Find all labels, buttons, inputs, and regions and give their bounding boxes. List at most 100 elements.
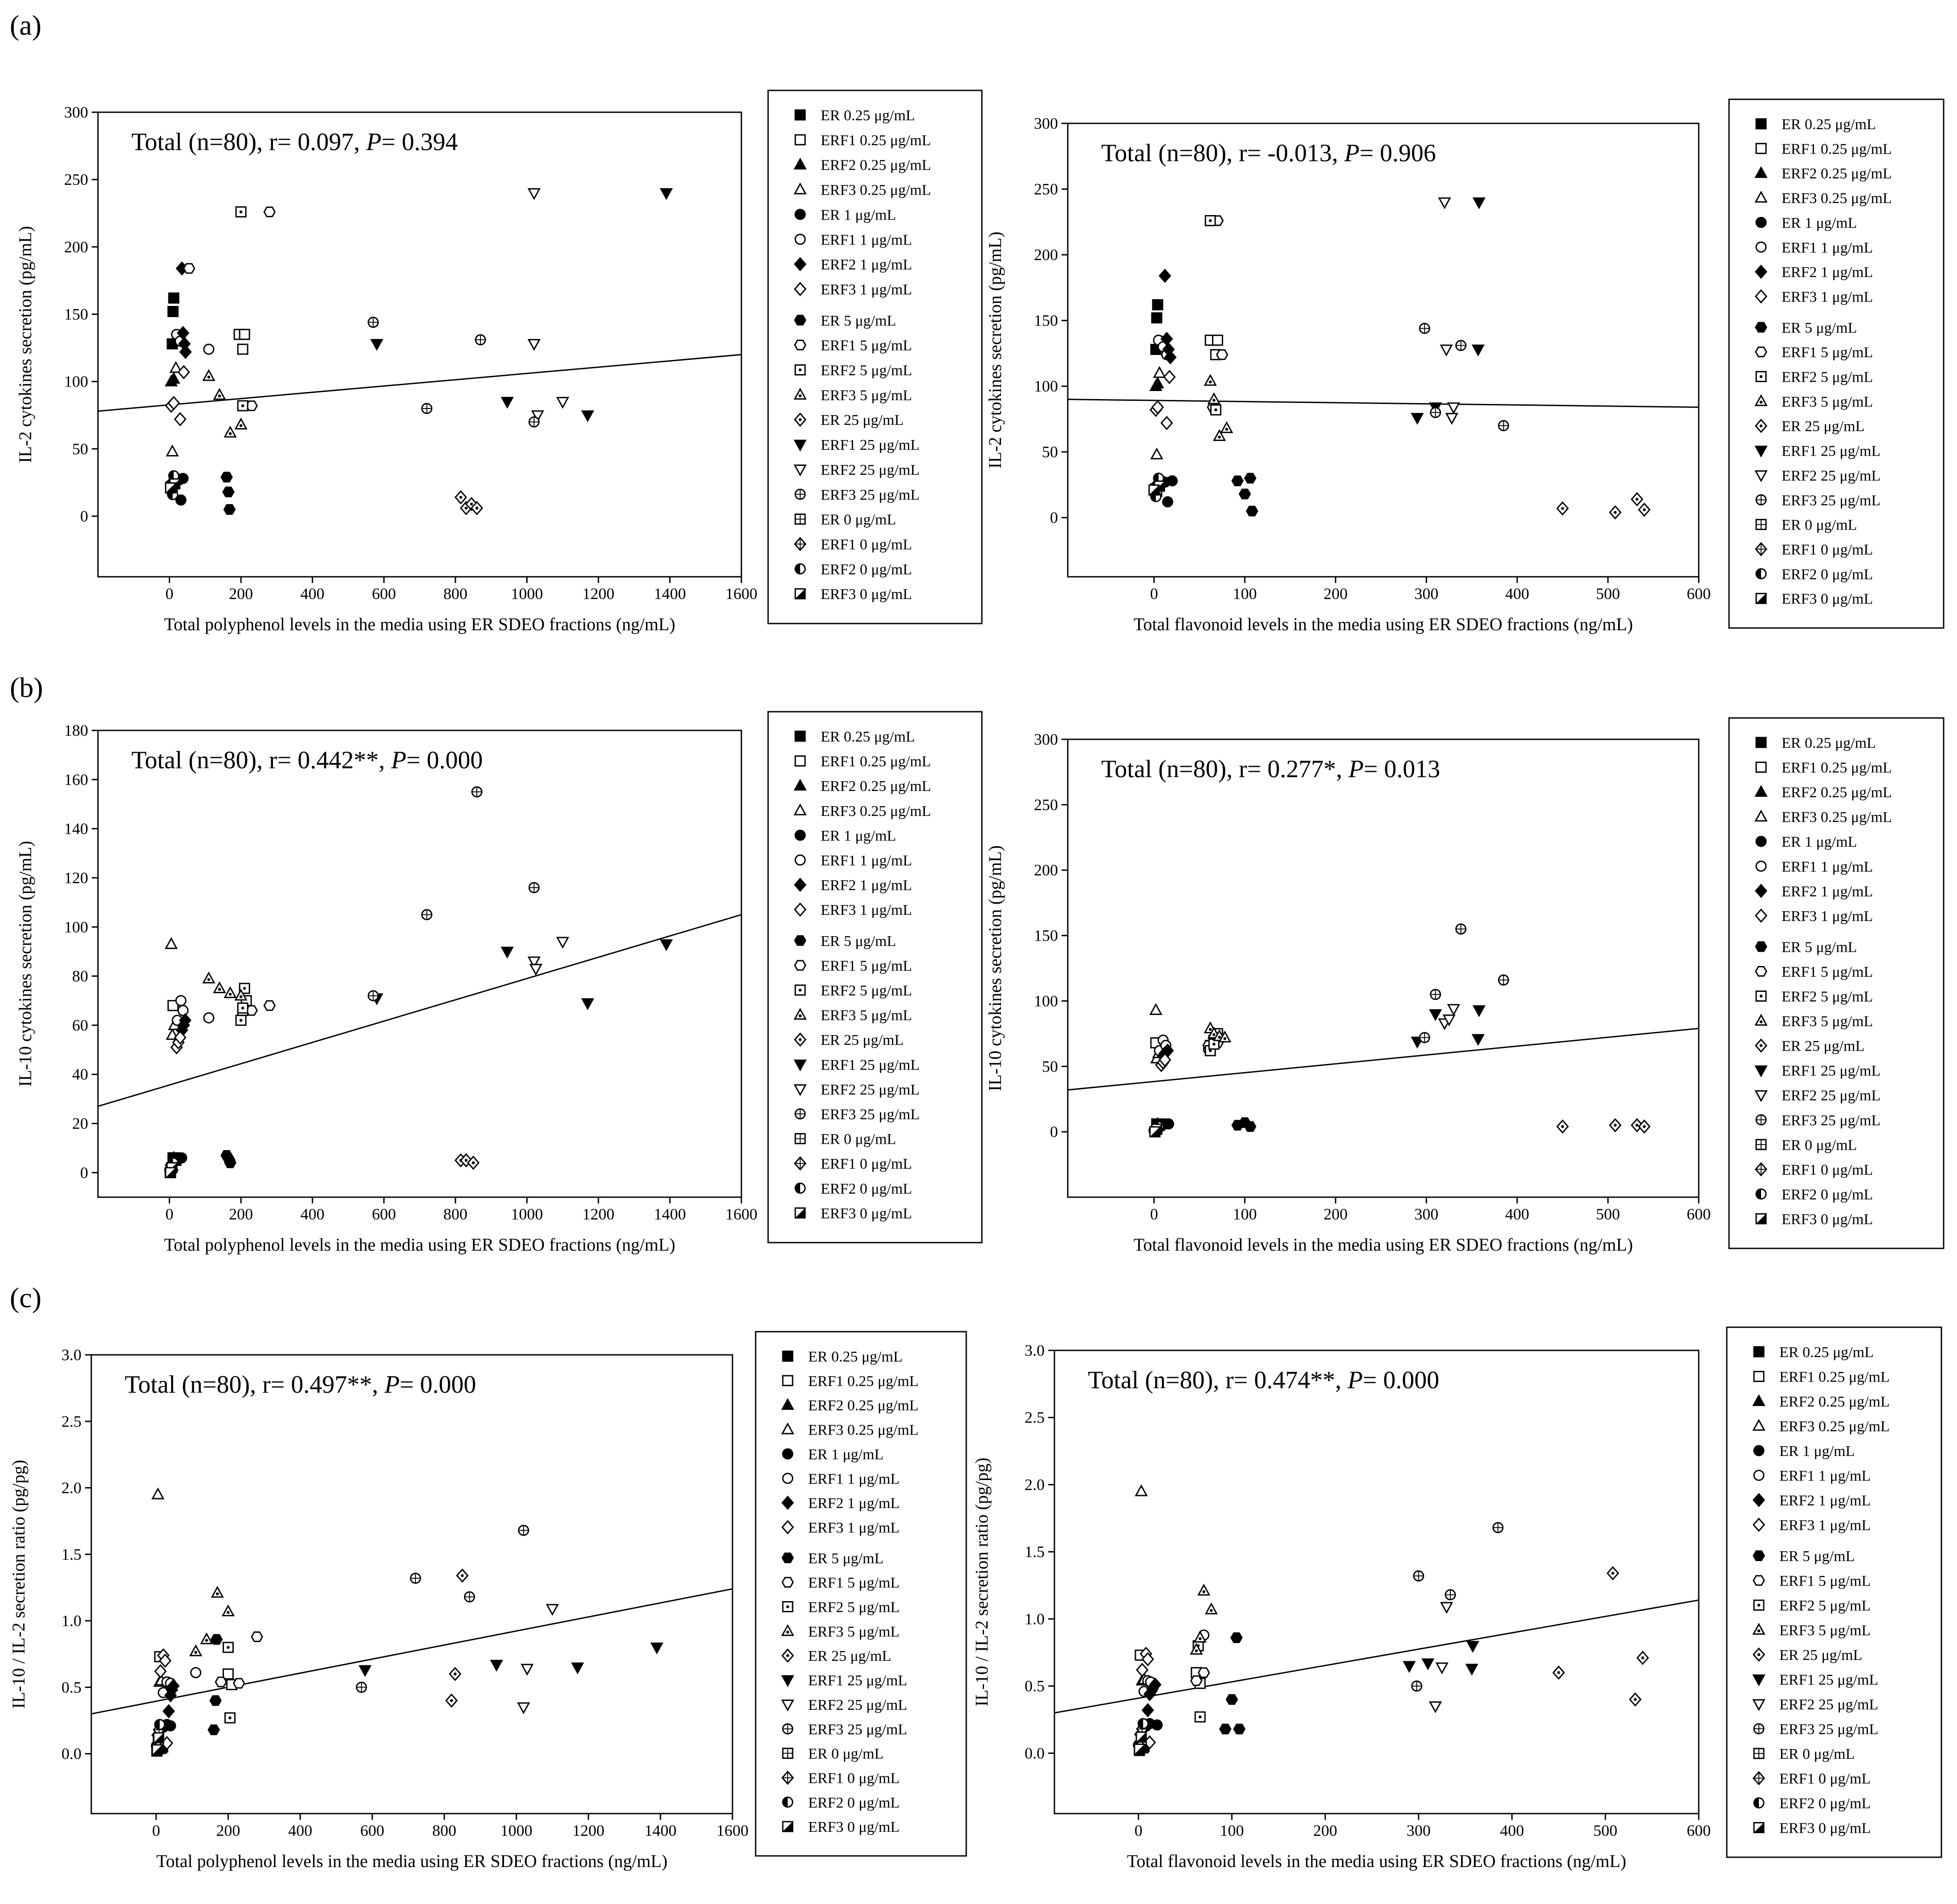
marker-center-dot [798,988,802,992]
plot-frame [97,730,742,1198]
marker-circle [1163,1118,1174,1130]
y-tick-label: 250 [1034,796,1058,814]
marker-half-fill [1754,1822,1764,1833]
legend-item-erf2-25-ug-ml: ERF2 25 μg/mL [793,462,920,478]
y-tick-label: 140 [64,820,88,838]
marker-center-dot [207,978,211,981]
legend-marker [781,1422,794,1435]
marker-triangle-down [581,998,594,1011]
legend-label: ER 25 μg/mL [1779,1647,1862,1663]
annotation-p-symbol: P [1348,755,1363,783]
marker-center-dot [1757,1629,1761,1632]
series-erf2-1-ug-ml [1141,1677,1162,1717]
legend-marker [1753,1470,1765,1481]
legend-item-erf2-1-ug-ml: ERF2 1 μg/mL [1752,1492,1871,1509]
annotation-prefix: Total (n=80), r= 0.497**, [125,1371,384,1398]
series-erf1-25-ug-ml [370,188,673,422]
legend-label: ERF1 25 μg/mL [821,1057,920,1073]
marker-half-fill [1756,569,1761,579]
data-point [1159,1052,1172,1067]
marker-hexagon [232,1678,245,1689]
legend: ER 0.25 μg/mL ERF1 0.25 μg/mL ERF2 0.25 μg… [1728,98,1945,629]
data-point [1471,344,1485,357]
data-point [203,343,215,355]
data-point [454,490,467,505]
data-point [165,482,176,493]
legend-label: ER 1 μg/mL [1782,834,1857,850]
legend-marker [1755,347,1767,358]
regression-line [1068,1027,1699,1091]
y-tick-label: 0.0 [1025,1744,1045,1762]
marker-triangle-up [166,444,179,457]
x-tick-label: 500 [1596,585,1620,603]
marker-square [794,134,806,146]
marker-half-fill [165,1167,175,1178]
legend-label: ERF2 5 μg/mL [808,1599,899,1616]
marker-center-dot [1561,1125,1564,1128]
data-point [1193,1631,1207,1643]
legend: ER 0.25 μg/mL ERF1 0.25 μg/mL ERF2 0.25 μg… [1728,717,1945,1249]
data-point [1429,1009,1442,1021]
legend-label: ER 5 μg/mL [821,313,896,329]
marker-hexagon [1755,322,1767,333]
annotation-p-value: = 0.000 [407,746,483,774]
legend-item-erf2-0-ug-ml: ERF2 0 μg/mL [1755,566,1873,583]
legend-marker [1755,762,1767,773]
marker-triangle-up [781,1624,794,1636]
y-tick-label: 300 [64,103,88,121]
data-point [175,494,187,506]
x-tick-label: 800 [443,1205,468,1223]
x-tick-label: 300 [1407,1822,1431,1839]
data-point [1411,1680,1423,1692]
legend-marker [781,1398,794,1410]
x-tick-label: 200 [1323,1205,1347,1223]
y-tick-label: 50 [1042,443,1058,461]
series-erf2-0-25-ug-ml [164,371,180,387]
marker-triangle-down [781,1700,794,1712]
plot-marks [98,188,741,515]
marker-triangle-down [527,339,541,351]
plot-marks [98,786,741,1178]
data-point [1230,1632,1243,1643]
data-point [239,329,250,340]
data-point [168,292,179,304]
marker-center-dot [1212,1043,1216,1046]
marker-hexagon [215,1676,228,1688]
marker-triangle-up [1754,191,1768,203]
series-erf2-5-ug-ml [222,1642,236,1724]
legend-item-erf2-0-25-ug-ml: ERF2 0.25 μg/mL [1752,1394,1890,1410]
legend-marker [782,1375,793,1386]
marker-diamond [179,1013,191,1027]
legend-marker [1755,371,1767,382]
marker-diamond [1160,416,1173,430]
legend-item-erf1-1-ug-ml: ERF1 1 μg/mL [794,852,912,869]
legend-item-erf3-5-ug-ml: ERF3 5 μg/mL [793,387,912,404]
data-point [470,501,484,515]
marker-center-dot [1202,1590,1205,1594]
marker-circle [1755,836,1767,847]
data-point [200,1632,213,1644]
data-point [1137,1718,1149,1729]
x-tick-label: 600 [372,585,396,603]
legend-label: ERF1 0.25 μg/mL [1782,141,1892,157]
data-point [215,1676,228,1688]
legend-item-er-25-ug-ml: ER 25 μg/mL [793,1032,903,1048]
marker-diamond [1754,884,1768,898]
data-point [1194,1711,1206,1723]
data-point [1244,473,1257,484]
legend-label: ERF2 0.25 μg/mL [1782,784,1892,801]
legend-marker [794,730,806,742]
plot-frame [1067,122,1700,578]
legend-label: ER 25 μg/mL [1782,418,1864,435]
data-point [237,1002,248,1014]
marker-triangle-down [1471,1034,1485,1046]
marker-center-dot [1759,1020,1763,1023]
legend-marker [794,1207,806,1219]
legend-label: ERF1 25 μg/mL [808,1672,907,1689]
marker-diamond [1754,289,1768,304]
legend-item-erf1-1-ug-ml: ERF1 1 μg/mL [1755,859,1873,875]
marker-triangle-down [529,964,543,976]
legend-label: ERF3 0 μg/mL [1779,1820,1871,1837]
marker-triangle-down [571,1662,584,1675]
marker-triangle-up [793,779,807,791]
